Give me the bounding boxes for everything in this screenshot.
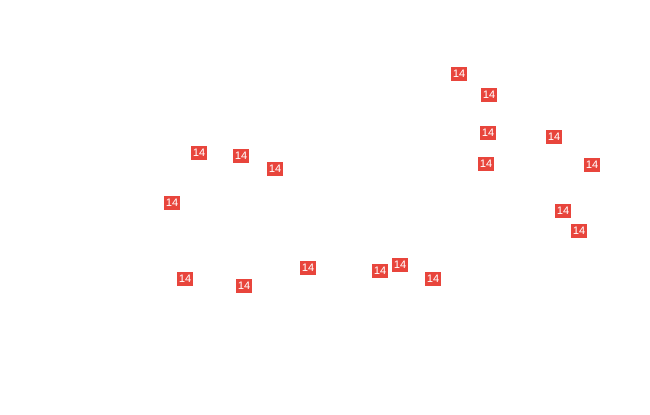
map-marker-label[interactable]: 14 — [177, 272, 193, 286]
map-marker-label[interactable]: 14 — [546, 130, 562, 144]
map-marker-label[interactable]: 14 — [451, 67, 467, 81]
map-marker-label[interactable]: 14 — [571, 224, 587, 238]
map-marker-label[interactable]: 14 — [480, 126, 496, 140]
map-marker-label[interactable]: 14 — [164, 196, 180, 210]
map-marker-label[interactable]: 14 — [372, 264, 388, 278]
map-marker-label[interactable]: 14 — [584, 158, 600, 172]
map-marker-label[interactable]: 14 — [300, 261, 316, 275]
map-marker-label[interactable]: 14 — [191, 146, 207, 160]
map-marker-label[interactable]: 14 — [236, 279, 252, 293]
map-marker-label[interactable]: 14 — [555, 204, 571, 218]
map-marker-label[interactable]: 14 — [392, 258, 408, 272]
map-marker-label[interactable]: 14 — [425, 272, 441, 286]
map-marker-label[interactable]: 14 — [267, 162, 283, 176]
map-marker-label[interactable]: 14 — [478, 157, 494, 171]
map-marker-label[interactable]: 14 — [481, 88, 497, 102]
map-marker-label[interactable]: 14 — [233, 149, 249, 163]
